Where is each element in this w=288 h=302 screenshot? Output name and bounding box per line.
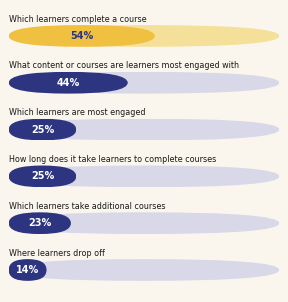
FancyBboxPatch shape	[9, 119, 279, 140]
Text: Which learners take additional courses: Which learners take additional courses	[9, 202, 165, 211]
Text: 25%: 25%	[31, 171, 54, 182]
Text: 44%: 44%	[56, 78, 80, 88]
FancyBboxPatch shape	[9, 25, 155, 47]
FancyBboxPatch shape	[9, 259, 279, 281]
Text: 23%: 23%	[28, 218, 51, 228]
Text: Where learners drop off: Where learners drop off	[9, 249, 105, 258]
FancyBboxPatch shape	[9, 165, 76, 187]
Text: 25%: 25%	[31, 124, 54, 135]
FancyBboxPatch shape	[9, 259, 47, 281]
Text: 54%: 54%	[70, 31, 93, 41]
Text: 14%: 14%	[16, 265, 39, 275]
FancyBboxPatch shape	[9, 212, 279, 234]
FancyBboxPatch shape	[9, 72, 128, 94]
FancyBboxPatch shape	[9, 165, 279, 187]
FancyBboxPatch shape	[9, 212, 71, 234]
Text: What content or courses are learners most engaged with: What content or courses are learners mos…	[9, 61, 239, 70]
Text: Which learners are most engaged: Which learners are most engaged	[9, 108, 145, 117]
FancyBboxPatch shape	[9, 72, 279, 94]
FancyBboxPatch shape	[9, 119, 76, 140]
FancyBboxPatch shape	[9, 25, 279, 47]
Text: How long does it take learners to complete courses: How long does it take learners to comple…	[9, 155, 216, 164]
Text: Which learners complete a course: Which learners complete a course	[9, 14, 146, 24]
